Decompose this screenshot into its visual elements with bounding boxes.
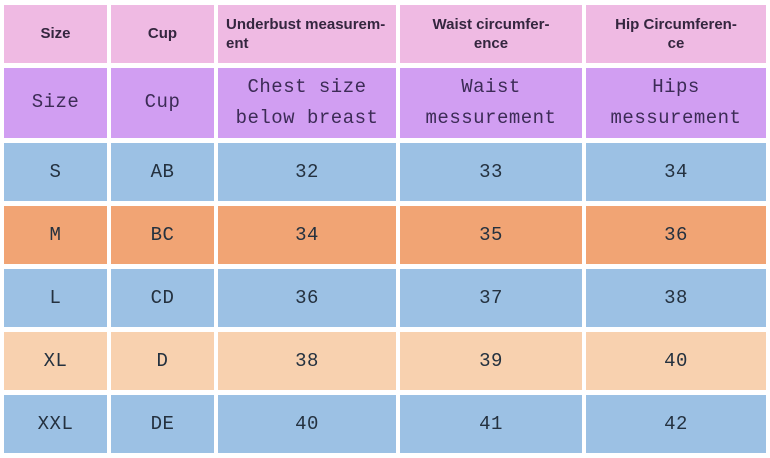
table-row-l: L CD 36 37 38 <box>4 269 766 327</box>
cup-cell: D <box>111 332 214 390</box>
underbust-cell: 32 <box>218 143 396 201</box>
cup-cell: CD <box>111 269 214 327</box>
waist-cell: 37 <box>400 269 582 327</box>
cup-cell: DE <box>111 395 214 453</box>
subheader-hip: Hips messurement <box>586 68 766 138</box>
size-cell: XL <box>4 332 107 390</box>
cup-cell: BC <box>111 206 214 264</box>
waist-cell: 41 <box>400 395 582 453</box>
waist-cell: 33 <box>400 143 582 201</box>
hip-cell: 34 <box>586 143 766 201</box>
col-header-waist: Waist circumfer- ence <box>400 5 582 63</box>
hip-cell: 36 <box>586 206 766 264</box>
table-row-xl: XL D 38 39 40 <box>4 332 766 390</box>
hip-cell: 42 <box>586 395 766 453</box>
table-row-xxl: XXL DE 40 41 42 <box>4 395 766 453</box>
underbust-cell: 36 <box>218 269 396 327</box>
waist-cell: 35 <box>400 206 582 264</box>
subheader-underbust: Chest size below breast <box>218 68 396 138</box>
subheader-cup: Cup <box>111 68 214 138</box>
table-row-s: S AB 32 33 34 <box>4 143 766 201</box>
table-row-m: M BC 34 35 36 <box>4 206 766 264</box>
col-header-cup: Cup <box>111 5 214 63</box>
header-row: Size Cup Underbust measurem- ent Waist c… <box>4 5 766 63</box>
underbust-cell: 40 <box>218 395 396 453</box>
underbust-cell: 38 <box>218 332 396 390</box>
hip-cell: 38 <box>586 269 766 327</box>
subheader-waist: Waist messurement <box>400 68 582 138</box>
col-header-hip: Hip Circumferen- ce <box>586 5 766 63</box>
underbust-cell: 34 <box>218 206 396 264</box>
size-cell: S <box>4 143 107 201</box>
subheader-size: Size <box>4 68 107 138</box>
col-header-size: Size <box>4 5 107 63</box>
col-header-underbust: Underbust measurem- ent <box>218 5 396 63</box>
subheader-row: Size Cup Chest size below breast Waist m… <box>4 68 766 138</box>
size-cell: L <box>4 269 107 327</box>
size-cell: M <box>4 206 107 264</box>
size-cell: XXL <box>4 395 107 453</box>
waist-cell: 39 <box>400 332 582 390</box>
hip-cell: 40 <box>586 332 766 390</box>
cup-cell: AB <box>111 143 214 201</box>
